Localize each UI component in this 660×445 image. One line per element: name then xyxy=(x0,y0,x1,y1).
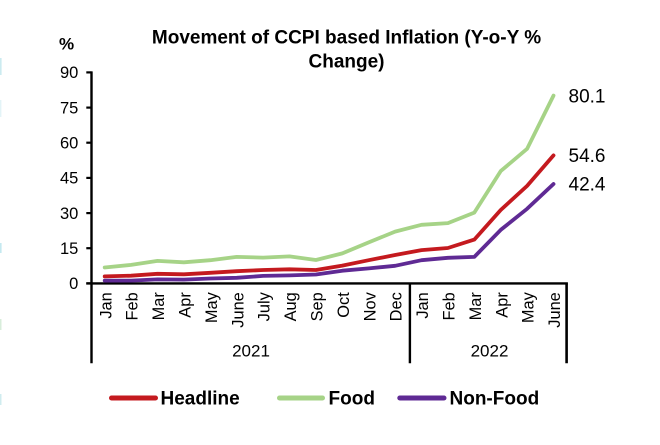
svg-text:%: % xyxy=(59,35,74,54)
svg-text:May: May xyxy=(203,291,221,323)
svg-text:30: 30 xyxy=(60,205,78,223)
svg-text:54.6: 54.6 xyxy=(569,146,606,167)
svg-text:Sep: Sep xyxy=(309,292,327,321)
svg-text:July: July xyxy=(256,291,274,321)
svg-text:0: 0 xyxy=(69,275,78,293)
svg-text:Mar: Mar xyxy=(150,292,168,321)
svg-text:45: 45 xyxy=(60,170,78,188)
svg-text:Mar: Mar xyxy=(467,292,485,321)
svg-text:Headline: Headline xyxy=(161,389,240,410)
svg-text:Apr: Apr xyxy=(493,292,511,318)
svg-text:42.4: 42.4 xyxy=(569,175,606,196)
svg-text:2022: 2022 xyxy=(471,342,509,361)
svg-text:Nov: Nov xyxy=(361,291,379,321)
svg-text:Jan: Jan xyxy=(414,292,432,318)
svg-text:Oct: Oct xyxy=(335,292,353,318)
svg-text:15: 15 xyxy=(60,240,78,258)
svg-text:Jan: Jan xyxy=(97,292,115,318)
svg-text:Feb: Feb xyxy=(124,292,142,320)
svg-text:May: May xyxy=(520,291,538,323)
svg-text:Change): Change) xyxy=(309,52,385,73)
svg-text:90: 90 xyxy=(60,64,78,82)
svg-text:2021: 2021 xyxy=(232,342,270,361)
svg-text:Movement of CCPI based Inflati: Movement of CCPI based Inflation (Y-o-Y … xyxy=(152,27,541,48)
svg-text:60: 60 xyxy=(60,134,78,152)
svg-text:Aug: Aug xyxy=(282,292,300,321)
svg-text:Food: Food xyxy=(329,389,375,410)
svg-text:Apr: Apr xyxy=(177,292,195,318)
svg-text:75: 75 xyxy=(60,99,78,117)
svg-text:June: June xyxy=(229,292,247,328)
svg-text:Non-Food: Non-Food xyxy=(450,389,540,410)
svg-text:Dec: Dec xyxy=(388,292,406,321)
svg-text:Feb: Feb xyxy=(441,292,459,320)
svg-text:June: June xyxy=(546,292,564,328)
svg-text:80.1: 80.1 xyxy=(569,86,606,107)
